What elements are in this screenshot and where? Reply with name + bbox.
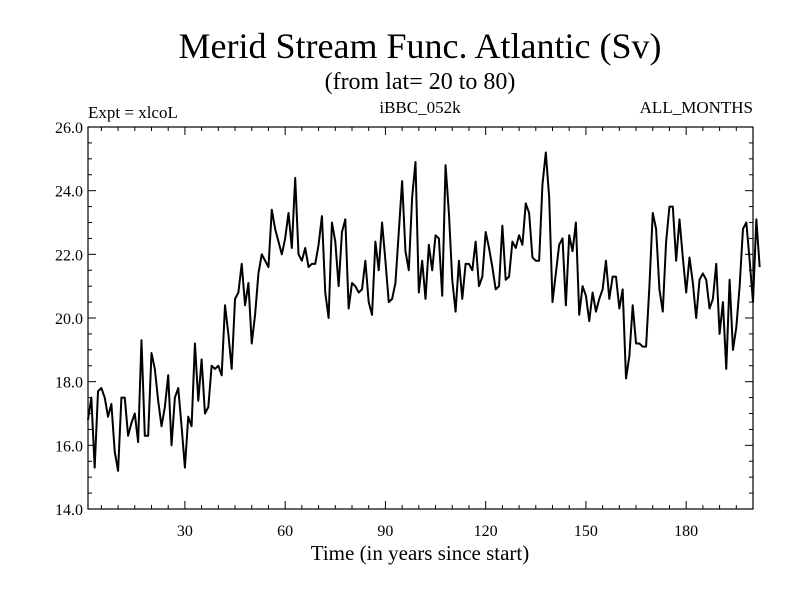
run-label: iBBC_052k [379,98,461,117]
y-tick-label: 22.0 [55,247,83,264]
y-tick-label: 14.0 [55,502,83,519]
plot-area: 30 60 90 120 150 180 14.0 16.0 18.0 20.0 22.0 24.0… [55,120,761,540]
x-tick-label: 120 [474,523,498,540]
x-tick-label: 90 [377,523,393,540]
x-axis-ticks: 30 60 90 120 150 180 [100,127,737,540]
x-tick-label: 30 [177,523,193,540]
x-axis-label: Time (in years since start) [311,541,530,565]
chart-subtitle: (from lat= 20 to 80) [325,69,516,95]
y-tick-label: 16.0 [55,438,83,455]
x-tick-label: 150 [574,523,598,540]
months-label: ALL_MONTHS [640,98,753,117]
y-tick-label: 24.0 [55,184,83,201]
y-tick-label: 26.0 [55,120,83,137]
y-tick-label: 18.0 [55,375,83,392]
chart-title: Merid Stream Func. Atlantic (Sv) [179,26,662,66]
y-tick-label: 20.0 [55,311,83,328]
x-tick-label: 60 [277,523,293,540]
expt-label: Expt = xlcoL [88,103,178,122]
series-layer [87,151,761,472]
series-line [87,151,761,472]
x-tick-label: 180 [674,523,698,540]
plot-frame [87,126,754,510]
y-axis-ticks: 14.0 16.0 18.0 20.0 22.0 24.0 26.0 [55,120,753,519]
